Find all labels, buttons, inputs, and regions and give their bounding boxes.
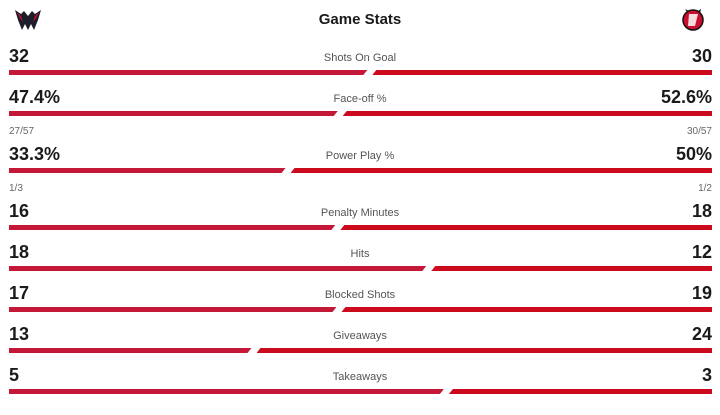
stat-label: Hits (350, 248, 370, 260)
stat-row: 16 Penalty Minutes 18 (0, 201, 720, 251)
capitals-logo-icon (15, 10, 41, 30)
stat-row: 5 Takeaways 3 (0, 365, 720, 415)
stat-row: 47.4% Face-off % 52.6% 27/57 30/57 (0, 87, 720, 137)
stat-label: Shots On Goal (323, 52, 397, 64)
stat-label: Face-off % (333, 93, 387, 105)
right-bar (342, 111, 712, 116)
right-bar (256, 348, 712, 353)
left-bar (9, 348, 252, 353)
devils-logo-icon (682, 9, 704, 31)
right-value: 12 (691, 242, 712, 262)
stat-label: Blocked Shots (324, 289, 396, 301)
right-value: 18 (691, 201, 712, 221)
right-value: 30 (691, 46, 712, 66)
left-value: 32 (9, 46, 30, 66)
right-value: 19 (691, 283, 712, 303)
right-value: 3 (701, 365, 712, 385)
stat-label: Giveaways (333, 330, 387, 342)
page-title: Game Stats (318, 11, 402, 28)
left-subtext: 27/57 (9, 126, 35, 137)
right-subtext: 30/57 (686, 126, 712, 137)
stat-row: 33.3% Power Play % 50% 1/3 1/2 (0, 144, 720, 194)
left-value: 18 (9, 242, 30, 262)
right-subtext: 1/2 (698, 183, 712, 194)
stat-row: 17 Blocked Shots 19 (0, 283, 720, 333)
left-bar (9, 266, 426, 271)
stat-row: 32 Shots On Goal 30 (0, 46, 720, 96)
left-value: 33.3% (9, 144, 61, 164)
right-value: 24 (691, 324, 712, 344)
left-bar (9, 389, 444, 394)
left-value: 16 (9, 201, 30, 221)
left-bar (9, 307, 336, 312)
left-bar (9, 111, 338, 116)
left-value: 13 (9, 324, 30, 344)
left-value: 17 (9, 283, 30, 303)
left-value: 47.4% (9, 87, 61, 107)
right-bar (431, 266, 712, 271)
stat-label: Power Play % (325, 150, 395, 162)
left-bar (9, 225, 335, 230)
right-bar (290, 168, 712, 173)
right-bar (448, 389, 712, 394)
right-value: 52.6% (660, 87, 712, 107)
header: Game Stats (0, 0, 720, 40)
right-bar (372, 70, 712, 75)
left-bar (9, 70, 367, 75)
stat-label: Takeaways (332, 371, 388, 383)
left-value: 5 (9, 365, 20, 385)
stat-row: 13 Giveaways 24 (0, 324, 720, 374)
left-subtext: 1/3 (9, 183, 23, 194)
right-bar (340, 225, 712, 230)
stat-label: Penalty Minutes (320, 207, 400, 219)
right-bar (341, 307, 712, 312)
right-value: 50% (675, 144, 712, 164)
left-bar (9, 168, 286, 173)
stat-row: 18 Hits 12 (0, 242, 720, 292)
